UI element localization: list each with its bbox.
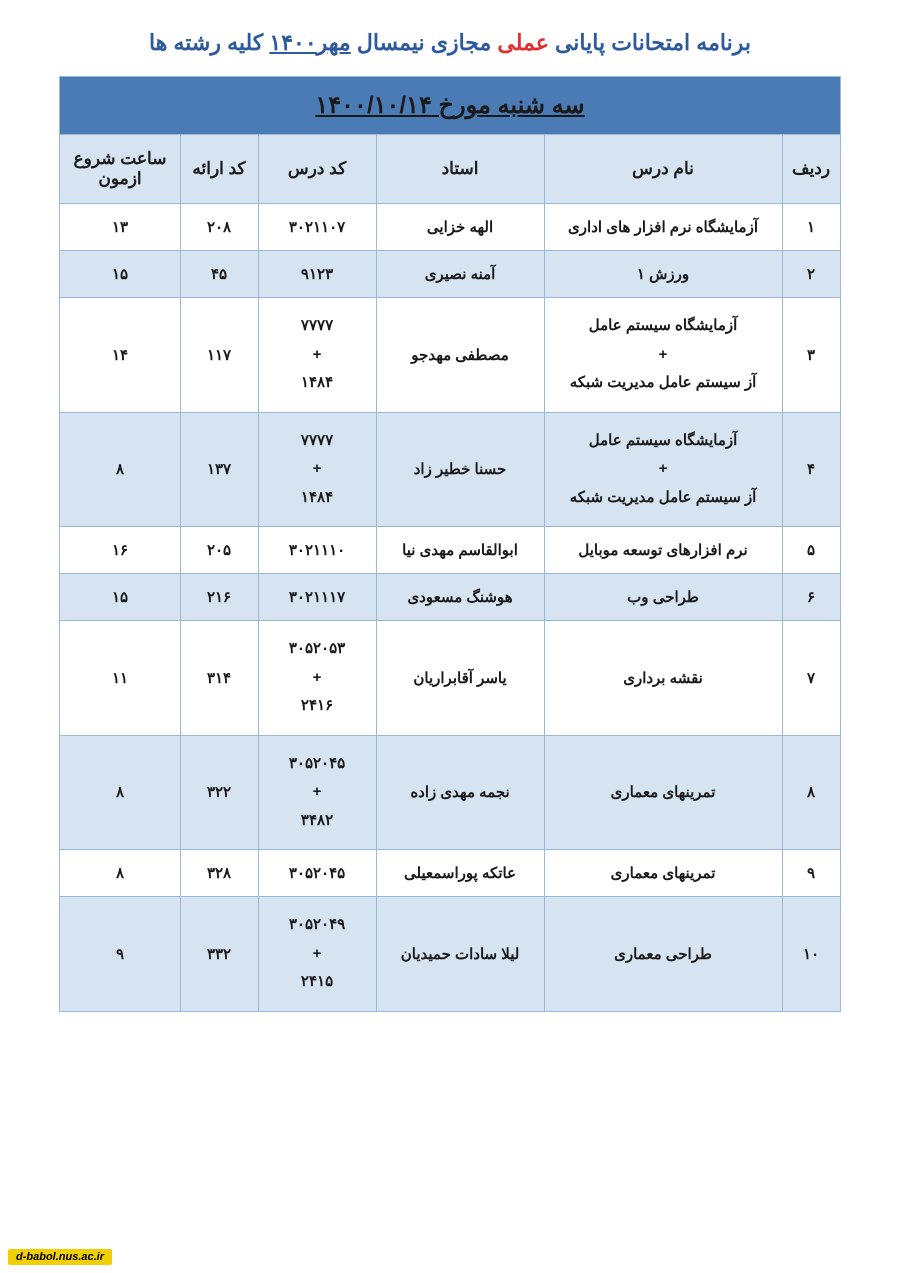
table-row: ۷نقشه بردارییاسر آقابراریان۳۰۵۲۰۵۳+۲۴۱۶۳… [60,621,840,736]
cell-start-time: ۱۴ [60,298,180,413]
footer: d-babol.nus.ac.ir [8,1247,112,1265]
cell-course-code: ۷۷۷۷+۱۴۸۴ [258,412,376,527]
cell-course-name: آزمایشگاه سیستم عامل+آز سیستم عامل مدیری… [544,412,782,527]
cell-idx: ۵ [782,527,840,574]
cell-course-code: ۳۰۵۲۰۵۳+۲۴۱۶ [258,621,376,736]
cell-start-time: ۱۵ [60,251,180,298]
cell-course-code: ۳۰۲۱۱۱۰ [258,527,376,574]
table-row: ۹تمرینهای معماریعاتکه پوراسمعیلی۳۰۵۲۰۴۵۳… [60,850,840,897]
cell-course-name: آزمایشگاه سیستم عامل+آز سیستم عامل مدیری… [544,298,782,413]
cell-instructor: الهه خزایی [376,204,544,251]
cell-course-name: طراحی وب [544,574,782,621]
cell-instructor: ابوالقاسم مهدی نیا [376,527,544,574]
cell-instructor: لیلا سادات حمیدیان [376,897,544,1012]
cell-start-time: ۱۳ [60,204,180,251]
header-course-name: نام درس [544,135,782,204]
cell-instructor: یاسر آقابراریان [376,621,544,736]
table-row: ۲ورزش ۱آمنه نصیری۹۱۲۳۴۵۱۵ [60,251,840,298]
header-idx: ردیف [782,135,840,204]
table-row: ۱آزمایشگاه نرم افزار های اداریالهه خزایی… [60,204,840,251]
cell-course-code: ۳۰۵۲۰۴۵ [258,850,376,897]
cell-course-name: نرم افزارهای توسعه موبایل [544,527,782,574]
cell-start-time: ۱۵ [60,574,180,621]
cell-section-code: ۳۲۸ [180,850,258,897]
table-row: ۱۰طراحی معماریلیلا سادات حمیدیان۳۰۵۲۰۴۹+… [60,897,840,1012]
cell-section-code: ۱۳۷ [180,412,258,527]
header-start-time: ساعت شروع ازمون [60,135,180,204]
header-section-code: کد ارائه [180,135,258,204]
page-title: برنامه امتحانات پایانی عملی مجازی نیمسال… [0,0,900,76]
cell-instructor: حسنا خطیر زاد [376,412,544,527]
table-row: ۶طراحی وبهوشنگ مسعودی۳۰۲۱۱۱۷۲۱۶۱۵ [60,574,840,621]
cell-idx: ۱ [782,204,840,251]
cell-idx: ۴ [782,412,840,527]
cell-course-code: ۹۱۲۳ [258,251,376,298]
table-row: ۴آزمایشگاه سیستم عامل+آز سیستم عامل مدیر… [60,412,840,527]
cell-course-name: نقشه برداری [544,621,782,736]
cell-instructor: نجمه مهدی زاده [376,735,544,850]
cell-idx: ۱۰ [782,897,840,1012]
cell-course-code: ۳۰۲۱۱۰۷ [258,204,376,251]
cell-section-code: ۳۱۴ [180,621,258,736]
cell-idx: ۳ [782,298,840,413]
cell-course-code: ۳۰۵۲۰۴۹+۲۴۱۵ [258,897,376,1012]
cell-section-code: ۲۰۵ [180,527,258,574]
table-row: ۳آزمایشگاه سیستم عامل+آز سیستم عامل مدیر… [60,298,840,413]
cell-section-code: ۱۱۷ [180,298,258,413]
cell-instructor: عاتکه پوراسمعیلی [376,850,544,897]
title-part3: کلیه رشته ها [149,30,269,55]
cell-idx: ۸ [782,735,840,850]
cell-section-code: ۲۰۸ [180,204,258,251]
cell-course-name: تمرینهای معماری [544,850,782,897]
cell-section-code: ۴۵ [180,251,258,298]
cell-idx: ۶ [782,574,840,621]
title-part2: مجازی نیمسال [351,30,498,55]
cell-instructor: مصطفی مهدجو [376,298,544,413]
cell-section-code: ۳۳۲ [180,897,258,1012]
cell-start-time: ۱۱ [60,621,180,736]
date-header: سه شنبه مورخ ۱۴۰۰/۱۰/۱۴ [60,77,840,135]
cell-course-code: ۳۰۵۲۰۴۵+۳۴۸۲ [258,735,376,850]
cell-idx: ۲ [782,251,840,298]
cell-section-code: ۲۱۶ [180,574,258,621]
cell-section-code: ۳۲۲ [180,735,258,850]
cell-instructor: هوشنگ مسعودی [376,574,544,621]
cell-idx: ۹ [782,850,840,897]
cell-course-name: آزمایشگاه نرم افزار های اداری [544,204,782,251]
title-part1: برنامه امتحانات پایانی [549,30,751,55]
table-row: ۸تمرینهای معمارینجمه مهدی زاده۳۰۵۲۰۴۵+۳۴… [60,735,840,850]
title-underlined: مهر۱۴۰۰ [269,30,350,55]
cell-course-code: ۷۷۷۷+۱۴۸۴ [258,298,376,413]
cell-course-code: ۳۰۲۱۱۱۷ [258,574,376,621]
cell-start-time: ۱۶ [60,527,180,574]
cell-idx: ۷ [782,621,840,736]
cell-course-name: طراحی معماری [544,897,782,1012]
header-instructor: استاد [376,135,544,204]
cell-start-time: ۸ [60,850,180,897]
cell-course-name: تمرینهای معماری [544,735,782,850]
cell-start-time: ۹ [60,897,180,1012]
cell-start-time: ۸ [60,735,180,850]
title-highlight: عملی [497,30,548,55]
exam-schedule-table: سه شنبه مورخ ۱۴۰۰/۱۰/۱۴ ردیف نام درس است… [59,76,840,1012]
cell-course-name: ورزش ۱ [544,251,782,298]
cell-instructor: آمنه نصیری [376,251,544,298]
table-row: ۵نرم افزارهای توسعه موبایلابوالقاسم مهدی… [60,527,840,574]
footer-badge: d-babol.nus.ac.ir [8,1249,112,1265]
header-course-code: کد درس [258,135,376,204]
cell-start-time: ۸ [60,412,180,527]
